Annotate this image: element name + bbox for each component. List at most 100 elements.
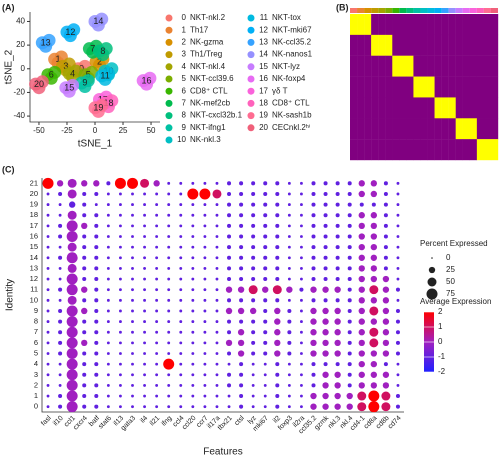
dot bbox=[191, 309, 195, 313]
dot bbox=[106, 383, 110, 387]
dot bbox=[58, 308, 63, 313]
dot bbox=[251, 330, 256, 335]
y-tick-label: 2 bbox=[34, 380, 38, 389]
dot bbox=[322, 307, 329, 315]
dot bbox=[322, 286, 329, 293]
dot bbox=[106, 192, 110, 196]
dot bbox=[94, 404, 99, 409]
dot bbox=[323, 213, 328, 218]
dot bbox=[227, 213, 232, 218]
legend-name: NKT-tox bbox=[272, 13, 301, 22]
heat-cell bbox=[399, 14, 407, 36]
point bbox=[63, 29, 77, 43]
dot bbox=[58, 319, 63, 324]
heat-cell bbox=[385, 139, 393, 161]
dot bbox=[155, 203, 159, 207]
size-legend-dot bbox=[428, 266, 436, 274]
dot bbox=[237, 329, 245, 336]
dot bbox=[67, 263, 77, 273]
dot bbox=[106, 341, 110, 345]
dot bbox=[347, 266, 352, 271]
dot bbox=[300, 224, 303, 228]
heat-cell bbox=[364, 97, 372, 119]
dot bbox=[358, 190, 365, 198]
dot bbox=[58, 362, 62, 366]
point bbox=[96, 48, 110, 62]
dot bbox=[274, 350, 281, 357]
dot bbox=[82, 383, 87, 388]
dot bbox=[287, 308, 292, 313]
heat-cell bbox=[434, 97, 442, 119]
dot bbox=[239, 202, 244, 207]
heat-cell bbox=[406, 34, 414, 56]
heat-cell bbox=[364, 55, 372, 77]
heat-cell bbox=[385, 55, 393, 77]
legend-name: Th17 bbox=[190, 25, 209, 34]
heat-cell bbox=[469, 14, 478, 36]
dot bbox=[203, 298, 207, 302]
dot bbox=[383, 245, 388, 250]
dot bbox=[179, 213, 183, 217]
y-tick-label: 7 bbox=[34, 327, 38, 336]
dot bbox=[46, 224, 50, 228]
dot bbox=[155, 362, 159, 366]
heat-cell bbox=[427, 76, 435, 98]
dot bbox=[215, 352, 219, 355]
dot bbox=[58, 191, 63, 196]
dot bbox=[191, 341, 195, 345]
dot bbox=[323, 255, 328, 260]
legend-id: 2 bbox=[182, 38, 187, 47]
dot bbox=[203, 309, 207, 313]
dot bbox=[396, 235, 400, 238]
dot bbox=[311, 191, 316, 196]
y-axis-label: tSNE_2 bbox=[4, 49, 15, 84]
heat-cell bbox=[378, 118, 386, 140]
dot bbox=[203, 373, 207, 377]
dot bbox=[381, 391, 391, 401]
x-tick-label: nkl.3 bbox=[327, 415, 342, 430]
heat-cell bbox=[413, 118, 421, 140]
dot bbox=[370, 212, 378, 219]
dot bbox=[287, 373, 291, 377]
legend-name: NKT-mki67 bbox=[272, 25, 312, 34]
legend-id: 15 bbox=[259, 62, 268, 71]
dot bbox=[396, 373, 400, 377]
heat-cell bbox=[462, 34, 471, 56]
dot bbox=[179, 235, 183, 238]
dot bbox=[358, 212, 365, 219]
size-legend-dot bbox=[427, 277, 437, 287]
dot bbox=[358, 339, 365, 347]
dot bbox=[66, 348, 78, 359]
heat-cell bbox=[434, 34, 442, 56]
dot bbox=[239, 394, 244, 399]
heat-cell bbox=[448, 118, 456, 140]
legend-id: 16 bbox=[259, 74, 268, 83]
heat-cell bbox=[427, 139, 435, 161]
dot bbox=[131, 330, 134, 334]
heat-cell bbox=[350, 34, 358, 56]
dot bbox=[191, 288, 195, 292]
dot bbox=[131, 256, 134, 260]
dot bbox=[215, 330, 219, 334]
dot bbox=[131, 405, 134, 409]
dot bbox=[167, 235, 171, 238]
dot bbox=[239, 362, 244, 367]
dot bbox=[263, 245, 268, 250]
dot bbox=[323, 266, 328, 271]
dot bbox=[275, 223, 280, 228]
x-tick-label: 0 bbox=[93, 126, 98, 135]
dot bbox=[143, 405, 146, 409]
legend-swatch bbox=[165, 124, 173, 132]
dot bbox=[66, 252, 78, 264]
dot bbox=[106, 288, 110, 292]
cluster-label: 14 bbox=[93, 16, 103, 26]
dot bbox=[381, 402, 391, 412]
dot bbox=[143, 330, 146, 334]
dot bbox=[358, 360, 365, 368]
dot bbox=[191, 256, 195, 260]
dot bbox=[82, 319, 87, 324]
cluster-bar bbox=[357, 8, 365, 13]
dot bbox=[370, 350, 378, 357]
dot bbox=[58, 373, 62, 377]
dot bbox=[215, 362, 219, 366]
